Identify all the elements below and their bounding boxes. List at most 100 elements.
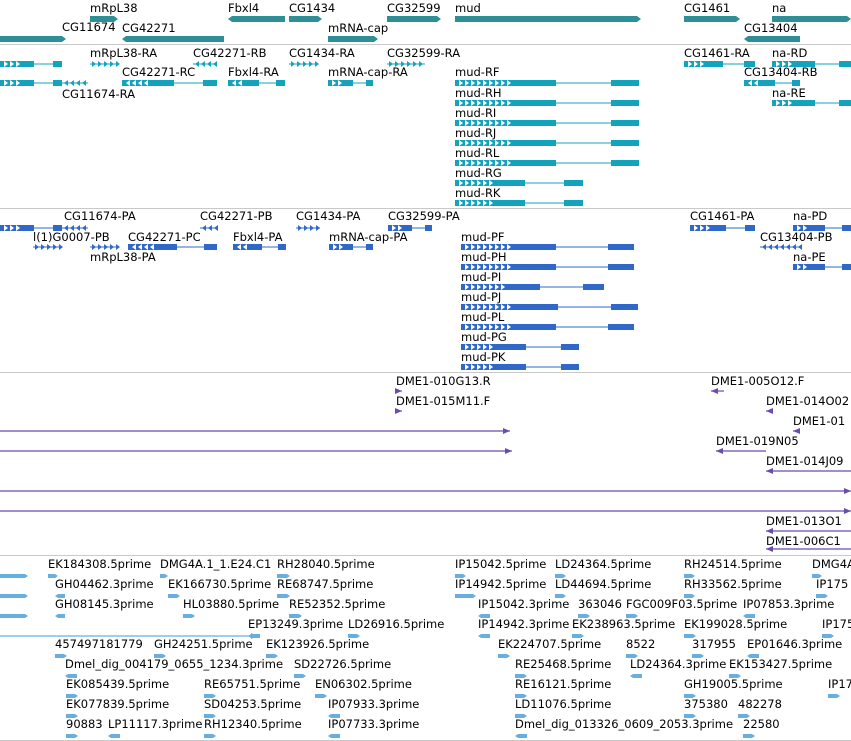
clone-feature-label[interactable]: DME1-014J09 <box>766 454 844 468</box>
transcript-feature-glyph[interactable] <box>122 80 217 86</box>
est-feature-glyph[interactable] <box>555 574 566 578</box>
protein-feature-glyph[interactable] <box>200 225 218 231</box>
est-feature-glyph[interactable] <box>204 734 216 738</box>
gene-feature-glyph[interactable] <box>772 16 851 22</box>
est-feature-label[interactable]: EK224707.5prime <box>498 637 602 651</box>
protein-feature-label[interactable]: Fbxl4-PA <box>233 230 283 244</box>
est-feature-label[interactable]: FGC009F03.5prime <box>626 597 738 611</box>
est-feature-label[interactable]: EK085439.5prime <box>66 677 170 691</box>
est-feature-label[interactable]: IP07733.3prime <box>328 717 420 731</box>
protein-feature-label[interactable]: CG1434-PA <box>296 209 361 223</box>
transcript-feature-glyph[interactable] <box>684 61 755 67</box>
protein-feature-label[interactable]: l(1)G0007-PB <box>33 230 110 244</box>
clone-feature-label[interactable]: DME1-014O02 <box>766 394 850 408</box>
clone-feature-glyph[interactable] <box>793 428 800 434</box>
est-feature-label[interactable]: EK123926.5prime <box>266 637 370 651</box>
est-feature-glyph[interactable] <box>578 614 590 618</box>
protein-feature-label[interactable]: mud-PF <box>461 230 505 244</box>
est-feature-glyph[interactable] <box>348 634 360 638</box>
est-feature-label[interactable]: IP175 <box>822 617 851 631</box>
protein-feature-label[interactable]: mud-PH <box>461 250 507 264</box>
clone-feature-glyph[interactable] <box>0 508 851 514</box>
est-feature-label[interactable]: 375380 <box>684 697 728 711</box>
gene-feature-glyph[interactable] <box>328 36 378 42</box>
est-feature-label[interactable]: 8522 <box>626 637 656 651</box>
transcript-feature-glyph[interactable] <box>455 200 583 206</box>
clone-feature-glyph[interactable] <box>0 448 512 454</box>
est-feature-glyph[interactable] <box>315 694 327 698</box>
protein-feature-label[interactable]: CG42271-PC <box>128 230 201 244</box>
clone-feature-label[interactable]: DME1-019N05 <box>716 434 799 448</box>
est-feature-glyph[interactable] <box>55 614 65 618</box>
clone-feature-glyph[interactable] <box>711 388 724 394</box>
est-feature-glyph[interactable] <box>816 594 828 598</box>
est-feature-label[interactable]: LD11076.5prime <box>515 697 612 711</box>
transcript-feature-label[interactable]: Fbxl4-RA <box>228 65 279 79</box>
est-feature-glyph[interactable] <box>684 694 696 698</box>
est-feature-glyph[interactable] <box>626 614 638 618</box>
protein-feature-glyph[interactable] <box>793 264 851 270</box>
est-feature-glyph[interactable] <box>168 594 180 598</box>
gene-feature-label[interactable]: CG13404 <box>744 21 798 35</box>
transcript-feature-label[interactable]: CG11674-RA <box>62 87 136 101</box>
est-feature-label[interactable]: LD24364.3prime <box>630 657 727 671</box>
protein-feature-label[interactable]: CG42271-PB <box>200 209 273 223</box>
est-feature-glyph[interactable] <box>743 734 755 738</box>
transcript-feature-label[interactable]: mud-RF <box>455 65 500 79</box>
transcript-feature-label[interactable]: na-RE <box>772 86 806 100</box>
transcript-feature-label[interactable]: mud-RH <box>455 86 502 100</box>
protein-feature-label[interactable]: mud-PG <box>461 330 507 344</box>
clone-feature-label[interactable]: DME1-005O12.F <box>711 374 805 388</box>
protein-feature-glyph[interactable] <box>329 244 373 250</box>
est-feature-glyph[interactable] <box>65 674 77 678</box>
protein-feature-glyph[interactable] <box>461 244 634 250</box>
est-feature-glyph[interactable] <box>630 674 642 678</box>
est-feature-glyph[interactable] <box>55 654 67 658</box>
est-feature-label[interactable]: 317955 <box>692 637 736 651</box>
est-feature-label[interactable]: EP01646.3prime <box>747 637 843 651</box>
est-feature-glyph[interactable] <box>684 574 695 578</box>
est-feature-glyph[interactable] <box>294 674 306 678</box>
est-feature-label[interactable]: EK184308.5prime <box>48 557 152 571</box>
est-feature-label[interactable]: 482278 <box>738 697 782 711</box>
gene-feature-glyph[interactable] <box>684 16 740 22</box>
transcript-feature-glyph[interactable] <box>387 61 425 67</box>
protein-feature-glyph[interactable] <box>461 264 634 270</box>
protein-feature-label[interactable]: mRNA-cap-PA <box>329 230 408 244</box>
gene-feature-glyph[interactable] <box>289 16 322 22</box>
protein-feature-glyph[interactable] <box>233 244 286 250</box>
clone-feature-glyph[interactable] <box>395 408 402 414</box>
est-feature-label[interactable]: RE25468.5prime <box>515 657 612 671</box>
est-feature-glyph[interactable] <box>626 654 638 658</box>
transcript-feature-glyph[interactable] <box>744 80 800 86</box>
protein-feature-label[interactable]: mud-PJ <box>461 290 502 304</box>
clone-feature-glyph[interactable] <box>0 428 510 434</box>
est-feature-glyph[interactable] <box>729 674 741 678</box>
est-feature-glyph[interactable] <box>498 654 510 658</box>
transcript-feature-glyph[interactable] <box>772 100 851 106</box>
transcript-feature-glyph[interactable] <box>90 61 120 67</box>
est-feature-label[interactable]: GH24251.5prime <box>154 637 253 651</box>
protein-feature-label[interactable]: CG1461-PA <box>690 209 755 223</box>
gene-feature-glyph[interactable] <box>455 16 641 22</box>
est-feature-glyph[interactable] <box>0 574 28 578</box>
clone-feature-label[interactable]: DME1-013O1 <box>766 514 842 528</box>
est-feature-label[interactable]: IP07853.3prime <box>743 597 835 611</box>
est-feature-label[interactable]: RE52352.5prime <box>289 597 386 611</box>
est-feature-glyph[interactable] <box>515 674 527 678</box>
gene-feature-glyph[interactable] <box>387 16 441 22</box>
est-feature-glyph[interactable] <box>0 594 28 598</box>
est-feature-label[interactable]: RE65751.5prime <box>204 677 301 691</box>
est-feature-label[interactable]: EK153427.5prime <box>729 657 833 671</box>
est-feature-glyph[interactable] <box>289 614 302 618</box>
protein-feature-label[interactable]: mud-PL <box>461 310 505 324</box>
est-feature-label[interactable]: SD04253.5prime <box>204 697 302 711</box>
est-feature-label[interactable]: RH33562.5prime <box>684 577 782 591</box>
protein-feature-label[interactable]: mud-PK <box>461 350 506 364</box>
transcript-feature-label[interactable]: mud-RJ <box>455 126 497 140</box>
est-feature-label[interactable]: EK166730.5prime <box>168 577 272 591</box>
est-feature-label[interactable]: GH04462.3prime <box>55 577 154 591</box>
transcript-feature-glyph[interactable] <box>193 61 217 67</box>
est-feature-glyph[interactable] <box>266 654 278 658</box>
transcript-feature-label[interactable]: CG1434-RA <box>289 46 355 60</box>
